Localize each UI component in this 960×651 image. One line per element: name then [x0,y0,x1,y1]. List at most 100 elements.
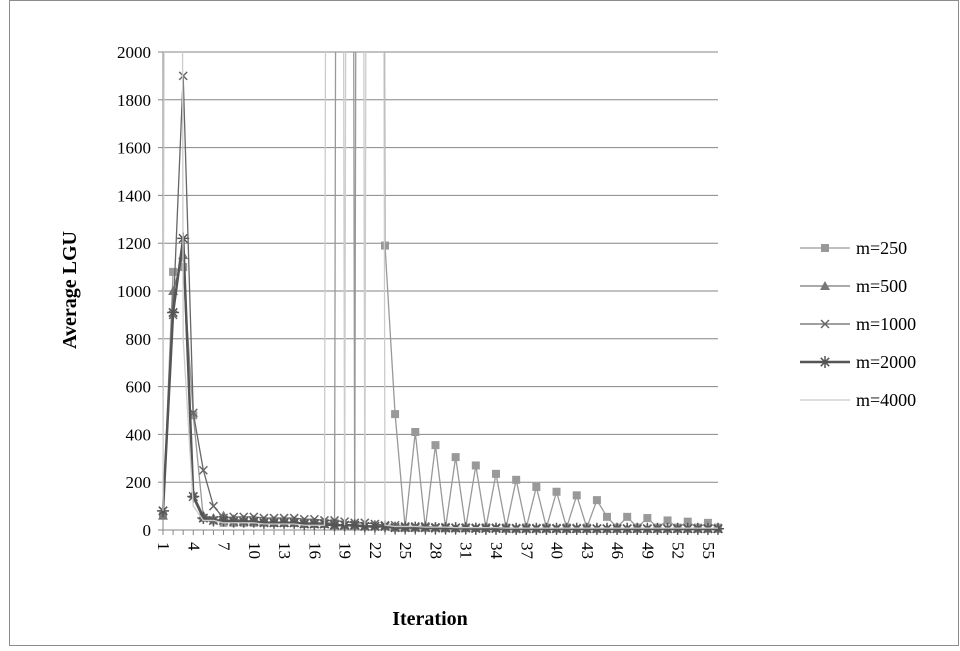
y-tick-label: 600 [126,378,152,397]
data-point [530,522,543,535]
x-tick-label: 13 [275,542,294,559]
y-tick-label: 400 [126,425,152,444]
data-point [550,522,563,535]
data-point [651,522,664,535]
x-tick-label: 49 [638,542,657,559]
data-point [237,515,250,528]
x-tick-label: 4 [184,542,203,551]
y-tick-label: 1200 [117,234,151,253]
data-point [701,522,714,535]
data-point [552,487,561,496]
data-point [510,522,523,535]
y-tick-label: 200 [126,473,152,492]
legend: m=250 m=500 m=1000 m=2000 m=4000 [800,238,916,410]
data-point [409,521,422,534]
data-point [540,522,553,535]
data-point [479,522,492,535]
data-point [411,428,420,437]
x-tick-label: 1 [154,542,173,551]
x-tick-label: 52 [669,542,688,559]
data-point [580,522,593,535]
data-point [520,522,533,535]
y-tick-label: 2000 [117,43,151,62]
data-point [512,475,521,484]
data-point [641,522,654,535]
x-tick-label: 37 [517,542,536,560]
data-point [298,518,311,531]
data-point [268,516,280,529]
x-tick-label: 22 [366,542,385,559]
data-point [471,461,480,470]
x-tick-label: 43 [578,542,597,559]
data-point [247,515,260,528]
data-point [631,522,644,535]
x-tick-label: 28 [426,542,445,559]
data-point [431,441,440,450]
data-point [611,522,624,535]
data-point [308,518,321,531]
data-point [278,516,291,529]
legend-item: m=4000 [800,390,916,410]
data-point [572,491,581,500]
data-point [603,512,611,521]
legend-marker [819,356,831,368]
data-point [643,514,652,523]
x-tick-label: 40 [548,542,567,559]
data-point [661,522,674,535]
y-tick-label: 0 [143,521,152,540]
data-point [429,522,442,535]
x-tick-label: 7 [215,542,234,551]
series-line-m=4000 [162,52,718,529]
x-tick-label: 25 [396,542,415,559]
legend-label: m=2000 [856,352,916,372]
legend-marker [820,281,830,290]
data-point [227,515,240,528]
y-tick-label: 1000 [117,282,151,301]
legend-item: m=2000 [800,352,916,372]
data-point [601,522,613,535]
data-point [198,465,208,475]
data-point [621,522,634,535]
data-point [358,520,371,533]
data-point [208,501,218,511]
data-point [391,410,400,419]
data-point [712,522,724,535]
data-point [623,512,632,521]
data-point [328,519,341,532]
data-point [570,522,583,535]
y-tick-label: 1800 [117,91,151,110]
data-point [681,522,694,535]
data-point [389,521,402,534]
y-axis-label: Average LGU [59,231,81,349]
legend-marker [821,244,829,252]
data-point [169,267,178,276]
data-point [592,496,601,505]
data-point [671,522,684,535]
x-tick-label: 34 [487,542,506,560]
data-point [663,516,672,525]
data-point [348,519,361,532]
data-point [532,482,541,491]
x-tick-label: 19 [336,542,355,559]
data-point [590,522,603,535]
data-point [490,522,502,535]
data-point [492,469,500,478]
data-point [197,512,210,525]
x-axis-label: Iteration [392,608,468,630]
data-point [560,522,573,535]
y-tick-label: 800 [126,330,152,349]
data-point [167,306,180,319]
data-point [451,453,460,462]
data-point [683,517,692,526]
x-tick-label: 10 [245,542,264,559]
x-tick-label: 55 [699,542,718,559]
legend-item: m=1000 [800,314,916,334]
gridlines [163,51,718,531]
legend-label: m=4000 [856,390,916,410]
data-point [469,522,482,535]
x-tick-label: 16 [305,542,324,559]
y-tick-label: 1400 [117,186,151,205]
data-point [217,514,230,527]
